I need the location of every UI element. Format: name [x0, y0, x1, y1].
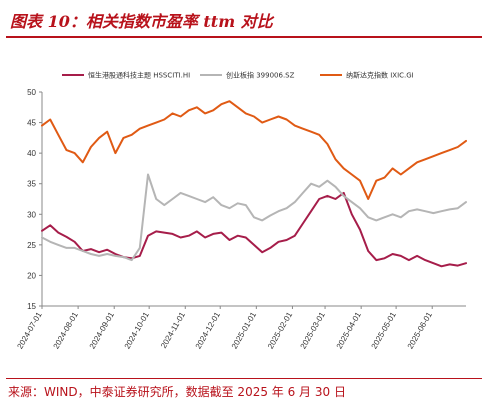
x-tick-label: 2025-01-01: [230, 310, 259, 350]
y-tick-label: 50: [27, 88, 36, 97]
figure-header: 图表 10：相关指数市盈率 ttm 对比: [0, 0, 488, 38]
series-line-1: [41, 173, 467, 262]
figure-title: 图表 10：相关指数市盈率 ttm 对比: [10, 12, 273, 31]
x-tick-label: 2025-02-01: [266, 310, 295, 350]
footer-divider: [6, 378, 482, 379]
x-axis: 2024-07-01 2024-08-01 2024-09-01 2024-10-01…: [15, 305, 466, 350]
chart-legend: 恒生港股通科技主题 HSSCITI.HI 创业板指 399006.SZ 纳斯达克指数…: [62, 71, 414, 80]
y-tick-label: 15: [27, 302, 36, 311]
x-tick-label: 2025-06-01: [406, 310, 435, 350]
x-tick-label: 2024-08-01: [52, 310, 81, 350]
legend-label: 纳斯达克指数 IXIC.GI: [346, 71, 414, 80]
x-tick-label: 2024-07-01: [15, 310, 44, 350]
y-axis: 15 20 25 30 35 40 45 50: [27, 88, 43, 311]
y-tick-label: 40: [27, 149, 36, 158]
y-tick-label: 45: [27, 119, 36, 128]
legend-item-1: 创业板指 399006.SZ: [200, 71, 295, 80]
legend-label: 恒生港股通科技主题 HSSCITI.HI: [88, 71, 190, 80]
x-tick-label: 2024-12-01: [194, 310, 223, 350]
x-tick-label: 2025-05-01: [370, 310, 399, 350]
x-tick-label: 2024-11-01: [159, 310, 187, 350]
x-tick-label: 2025-04-01: [335, 310, 364, 350]
y-tick-label: 25: [27, 241, 36, 250]
legend-item-2: 纳斯达克指数 IXIC.GI: [320, 71, 414, 80]
pe-ratio-line-chart: 恒生港股通科技主题 HSSCITI.HI 创业板指 399006.SZ 纳斯达克指数…: [15, 71, 467, 350]
y-tick-label: 35: [27, 180, 36, 189]
series-line-0: [41, 191, 467, 268]
series-lines: [41, 100, 467, 268]
x-tick-label: 2024-09-01: [88, 310, 117, 350]
y-tick-label: 20: [27, 271, 36, 280]
x-tick-label: 2025-03-01: [299, 310, 328, 350]
series-line-2: [41, 100, 467, 200]
y-tick-label: 30: [27, 210, 36, 219]
x-tick-label: 2024-10-01: [123, 310, 152, 350]
header-divider: [6, 36, 482, 38]
legend-item-0: 恒生港股通科技主题 HSSCITI.HI: [62, 71, 190, 80]
legend-label: 创业板指 399006.SZ: [226, 71, 295, 80]
source-note: 来源：WIND，中泰证券研究所，数据截至 2025 年 6 月 30 日: [8, 385, 346, 399]
